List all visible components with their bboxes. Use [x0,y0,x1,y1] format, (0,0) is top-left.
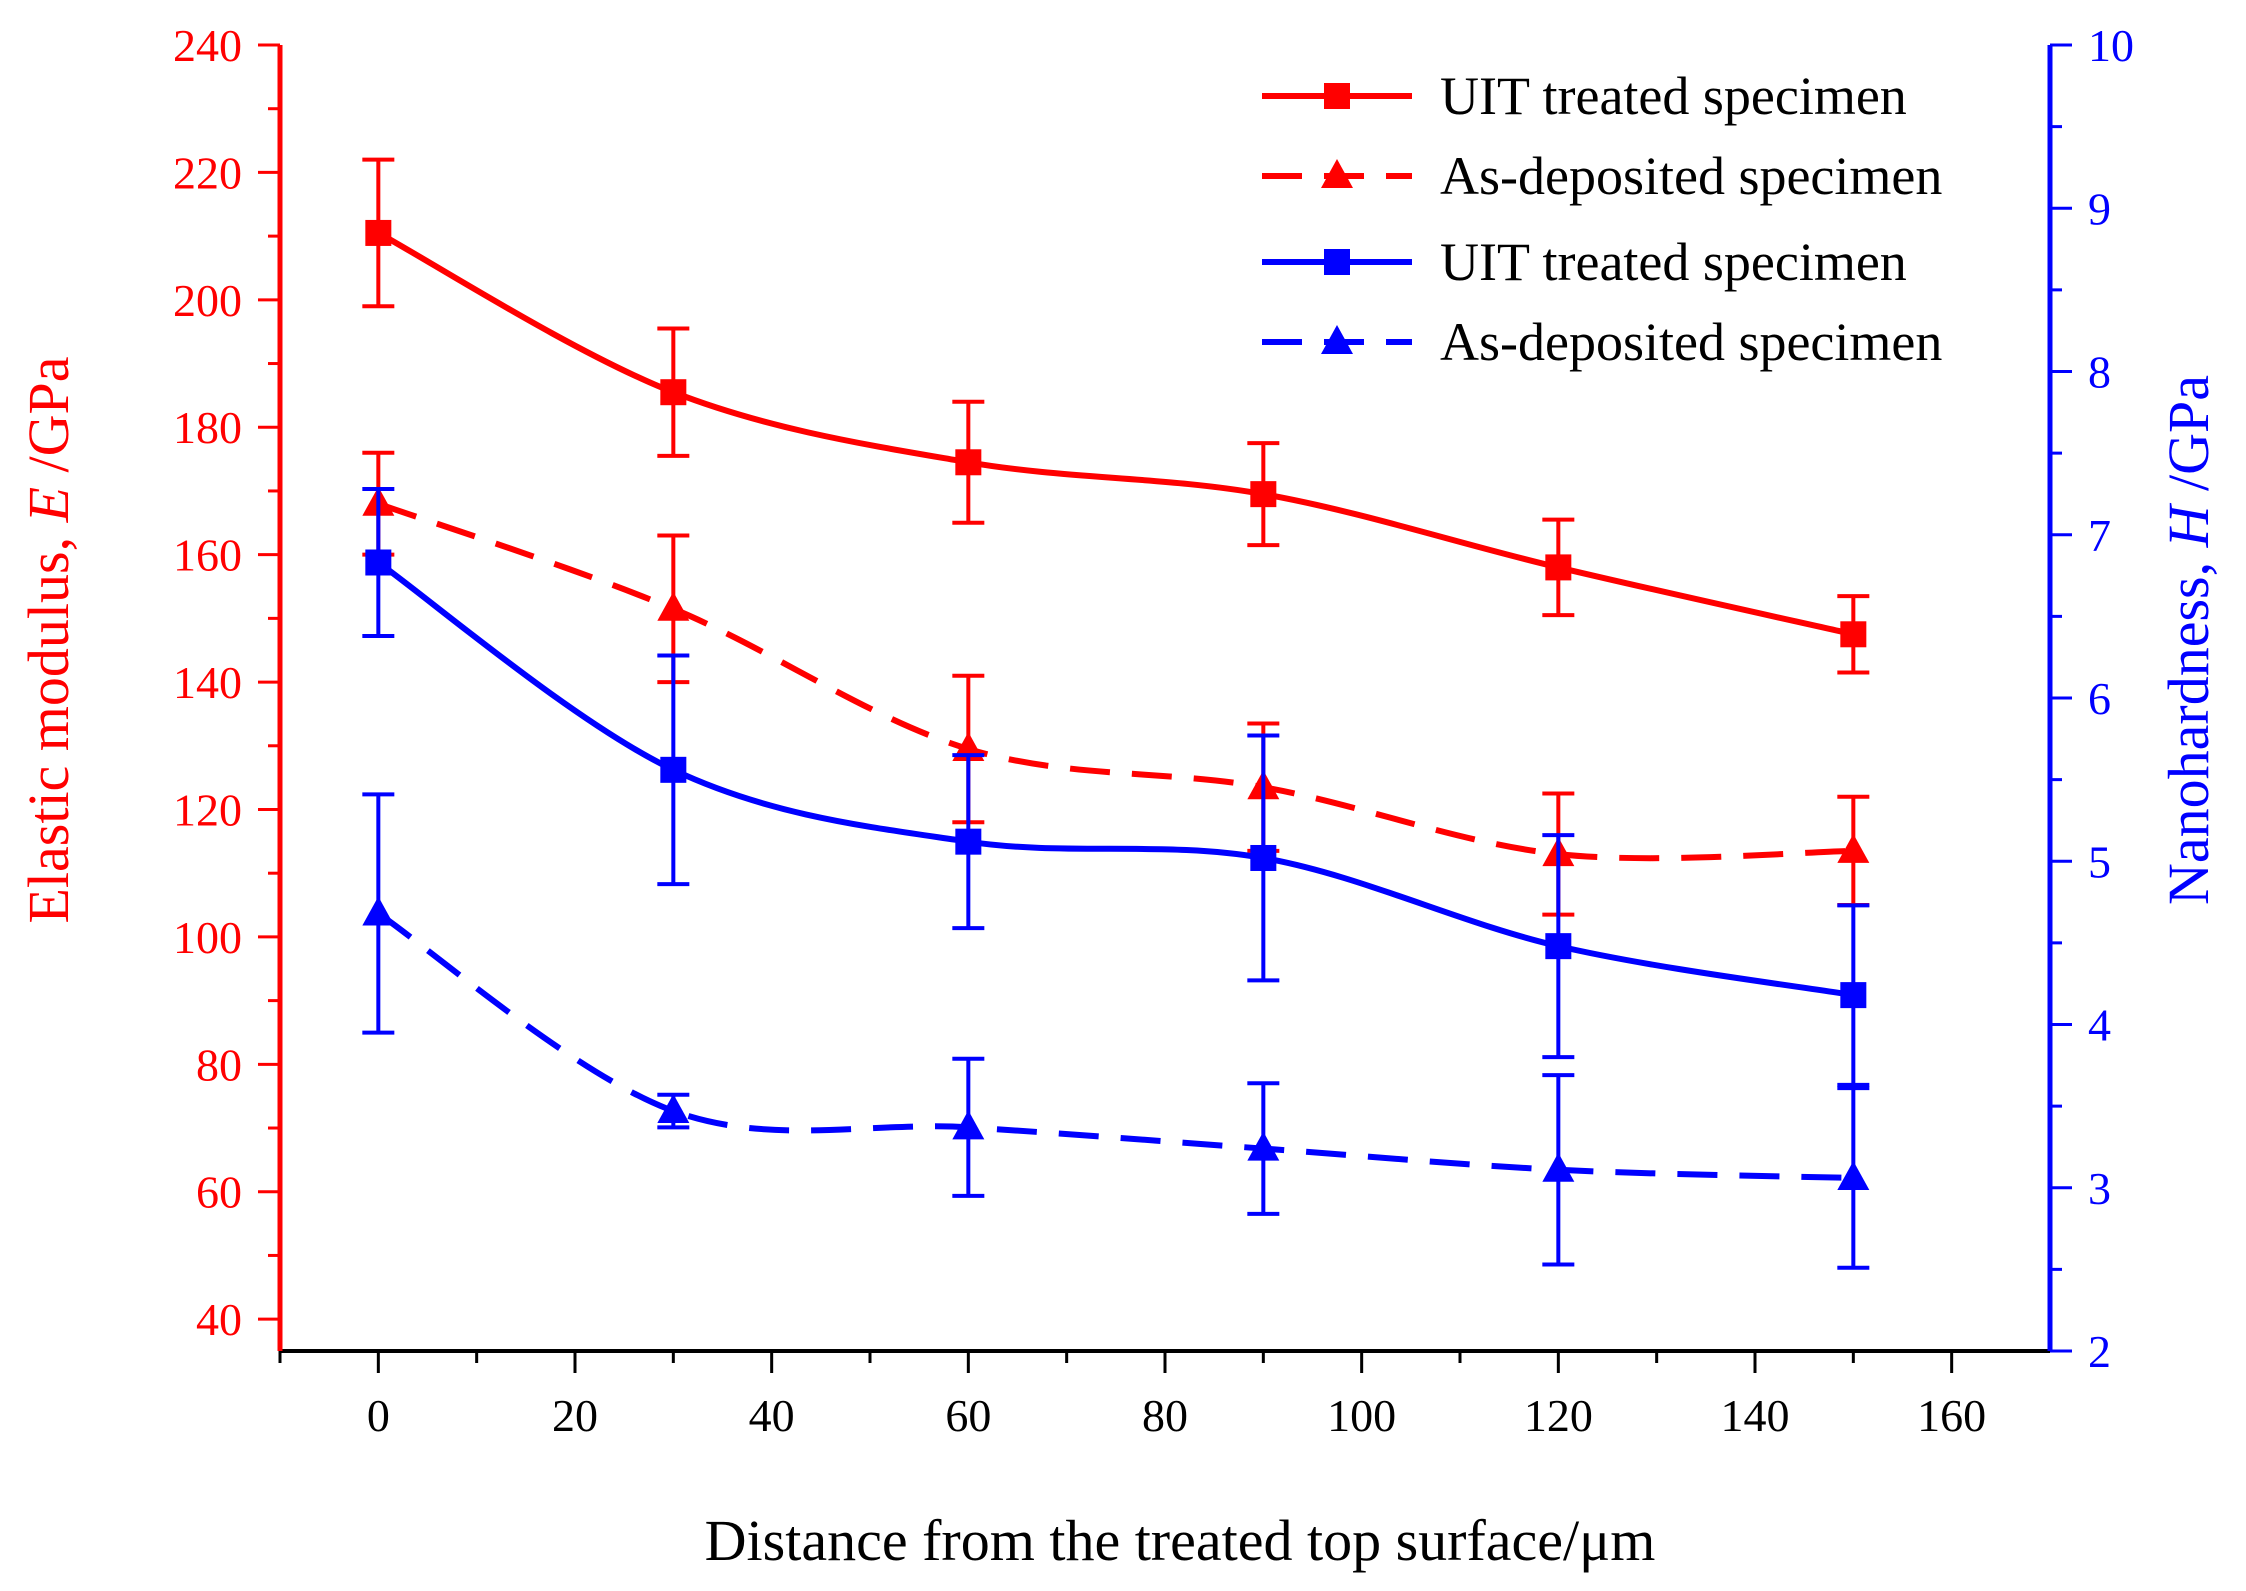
left-y-tick-label: 160 [173,530,242,581]
right-y-tick-label: 3 [2088,1163,2111,1214]
red-uit-point [1545,554,1572,581]
legend-marker [1324,83,1350,109]
left-y-tick-label: 120 [173,784,242,835]
right-y-tick-label: 7 [2088,510,2111,561]
x-tick-label: 60 [945,1390,991,1441]
series-blue-as-deposited [362,792,1870,1270]
right-axis-title-prefix: Nanohardness, [2156,547,2221,905]
tick-layer: 0 20 40 60 80 100 120 140 160 40 60 80 100 120 140 160 1… [173,20,2134,1441]
x-tick-label: 80 [1142,1390,1188,1441]
x-tick-label: 20 [552,1390,598,1441]
left-axis-title: Elastic modulus, E /GPa [16,356,81,923]
red-uit-point [955,449,982,476]
x-tick-label: 140 [1721,1390,1790,1441]
legend-label: UIT treated specimen [1440,66,1907,126]
right-axis-title-unit: /GPa [2156,375,2221,506]
legend-label: As-deposited specimen [1440,312,1942,372]
left-axis-title-unit: /GPa [16,356,81,487]
legend-marker [1321,159,1353,188]
blue-uit-point [955,828,982,855]
right-y-tick-label: 9 [2088,183,2111,234]
data-layer [362,157,1870,1270]
red-uit-point [1840,621,1867,648]
red-as-deposited-point [1837,833,1870,863]
legend: UIT treated specimen As-deposited specime… [1262,66,1942,372]
legend-marker [1321,325,1353,354]
blue-as-deposited-point [1247,1131,1280,1161]
red-as-deposited-point [657,591,690,621]
red-uit-point [365,219,392,246]
x-tick-label: 40 [749,1390,795,1441]
left-y-tick-label: 100 [173,912,242,963]
right-y-tick-label: 2 [2088,1326,2111,1377]
legend-label: As-deposited specimen [1440,146,1942,206]
x-axis-title: Distance from the treated top surface/μm [705,1508,1656,1573]
blue-as-deposited-point [952,1110,985,1140]
series-red-uit [362,157,1870,675]
x-tick-label: 0 [367,1390,390,1441]
blue-as-deposited-point [362,896,395,926]
right-y-tick-label: 10 [2088,20,2134,71]
left-axis-title-symbol: E [16,487,81,523]
left-y-tick-label: 60 [196,1167,242,1218]
series-blue-uit [362,487,1870,1087]
red-uit-point [1250,481,1277,508]
x-tick-label: 160 [1917,1390,1986,1441]
left-y-tick-label: 220 [173,147,242,198]
red-as-deposited-line [377,500,1854,862]
left-y-tick-label: 140 [173,657,242,708]
blue-uit-point [660,756,687,783]
blue-uit-point [365,549,392,576]
legend-label: UIT treated specimen [1440,232,1907,292]
x-tick-label: 120 [1524,1390,1593,1441]
left-y-tick-label: 40 [196,1294,242,1345]
right-y-tick-label: 4 [2088,1000,2111,1051]
left-y-tick-label: 180 [173,402,242,453]
x-tick-label: 100 [1327,1390,1396,1441]
right-y-tick-label: 8 [2088,347,2111,398]
blue-uit-point [1840,982,1867,1009]
blue-as-deposited-point [1837,1160,1870,1190]
right-y-tick-label: 5 [2088,836,2111,887]
left-axis-title-prefix: Elastic modulus, [16,522,81,923]
blue-uit-point [1545,933,1572,960]
left-y-tick-label: 80 [196,1039,242,1090]
red-uit-line [376,230,1854,638]
legend-marker [1324,249,1350,275]
left-y-tick-label: 240 [173,20,242,71]
red-uit-point [660,379,687,406]
axis-layer [277,45,2053,1353]
right-axis-title-symbol: H [2156,502,2221,548]
left-y-tick-label: 200 [173,275,242,326]
blue-as-deposited-point [657,1094,690,1124]
right-axis-title: Nanohardness, H /GPa [2156,375,2221,905]
blue-uit-point [1250,844,1277,871]
blue-as-deposited-point [1542,1152,1575,1182]
right-y-tick-label: 6 [2088,673,2111,724]
blue-uit-line [376,560,1854,999]
